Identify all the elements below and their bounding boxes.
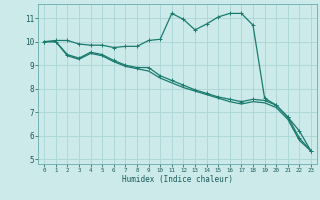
X-axis label: Humidex (Indice chaleur): Humidex (Indice chaleur) <box>122 175 233 184</box>
